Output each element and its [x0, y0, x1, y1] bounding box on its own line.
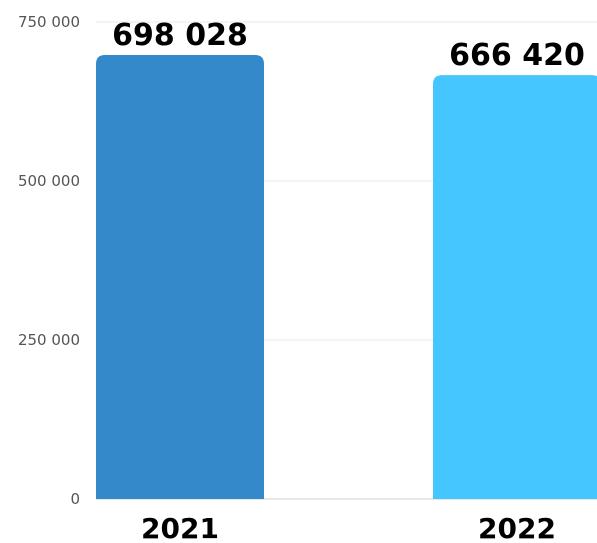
data-labels: 698 028 666 420 [112, 18, 585, 73]
x-tick-label-2022: 2022 [478, 512, 556, 543]
x-axis: 2021 2022 [141, 512, 556, 543]
y-axis: 0 250 000 500 000 750 000 [18, 13, 80, 508]
data-label-2021: 698 028 [112, 18, 248, 53]
bar-2021 [96, 55, 264, 499]
x-tick-label-2021: 2021 [141, 512, 219, 543]
y-tick-label: 500 000 [18, 172, 80, 190]
data-label-2022: 666 420 [449, 38, 585, 73]
bar-2022 [433, 75, 597, 499]
y-tick-label: 750 000 [18, 13, 80, 31]
y-tick-label: 250 000 [18, 331, 80, 349]
bars [96, 55, 597, 499]
y-tick-label: 0 [70, 490, 80, 508]
